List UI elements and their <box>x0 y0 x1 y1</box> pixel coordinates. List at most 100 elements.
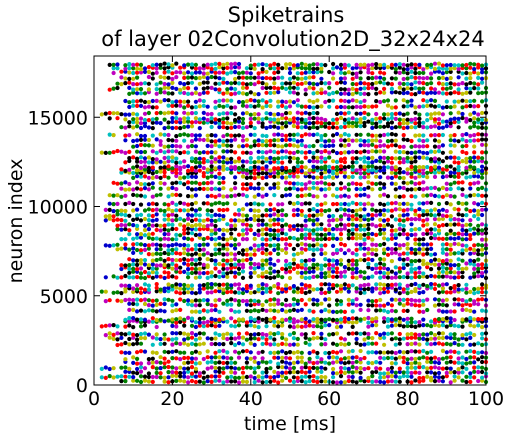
spike-point <box>205 290 210 295</box>
spike-point <box>221 120 226 125</box>
spike-point <box>319 243 324 248</box>
spike-point <box>358 150 363 155</box>
spike-point <box>209 365 214 370</box>
spike-point <box>448 214 453 219</box>
spike-point <box>166 350 171 355</box>
spike-point <box>405 335 410 341</box>
spike-point <box>448 247 453 252</box>
spike-point <box>260 286 265 291</box>
spike-point <box>209 213 214 219</box>
spike-point <box>276 112 281 117</box>
spike-point <box>334 283 340 288</box>
spike-point <box>319 331 324 336</box>
spike-point <box>127 104 132 110</box>
spike-point <box>115 193 120 198</box>
spike-point <box>162 236 167 241</box>
spike-point <box>268 266 273 271</box>
spike-point <box>142 287 148 292</box>
spike-point <box>413 75 418 80</box>
spike-point <box>448 170 453 175</box>
spike-point <box>358 331 363 336</box>
spike-point <box>162 144 167 149</box>
spike-point <box>150 275 155 280</box>
spike-point <box>468 315 473 321</box>
spike-point <box>264 82 269 87</box>
spike-point <box>244 137 249 142</box>
spike-point <box>342 87 347 92</box>
spike-point <box>142 374 148 379</box>
spike-point <box>103 299 108 304</box>
spike-point <box>236 380 242 385</box>
spike-point <box>397 275 402 280</box>
spike-point <box>213 81 218 86</box>
spike-point <box>205 257 210 262</box>
spike-point <box>248 201 253 207</box>
spike-point <box>280 317 285 322</box>
spike-point <box>409 150 414 155</box>
spike-point <box>464 194 469 199</box>
spike-point <box>346 164 351 169</box>
spike-point <box>370 317 375 322</box>
spike-point <box>209 133 214 138</box>
spike-point <box>311 378 316 384</box>
spike-point <box>178 171 183 176</box>
spike-point <box>287 269 293 274</box>
spike-point <box>401 150 406 155</box>
spike-point <box>378 242 383 248</box>
spike-point <box>468 261 473 266</box>
spike-point <box>209 228 214 233</box>
spike-point <box>397 62 402 67</box>
spike-point <box>468 222 473 227</box>
spike-point <box>217 247 222 252</box>
spike-point <box>197 303 202 308</box>
spike-point <box>346 208 351 213</box>
spike-point <box>319 116 324 121</box>
spike-point <box>366 335 371 340</box>
spike-point <box>240 317 246 322</box>
spike-point <box>189 316 195 321</box>
spike-point <box>213 303 218 308</box>
spike-point <box>221 180 226 185</box>
spike-point <box>323 208 328 214</box>
spike-point <box>189 156 195 161</box>
spike-point <box>193 187 198 192</box>
spike-point <box>436 231 442 236</box>
spike-point <box>170 226 175 232</box>
spike-point <box>417 207 422 212</box>
spike-point <box>382 65 387 70</box>
spike-point <box>178 87 183 92</box>
spike-point <box>299 138 304 143</box>
spike-point <box>221 62 226 67</box>
spike-point <box>378 379 383 384</box>
spike-point <box>382 335 387 340</box>
spike-point <box>425 374 430 379</box>
spike-point <box>354 87 359 92</box>
spike-point <box>393 132 398 137</box>
spike-point <box>233 212 238 217</box>
spike-point <box>193 320 198 325</box>
spike-point <box>444 174 449 179</box>
spike-point <box>115 290 120 295</box>
spike-point <box>170 103 175 108</box>
spike-point <box>452 155 457 160</box>
spike-point <box>131 360 136 365</box>
spike-point <box>464 299 469 304</box>
spike-point <box>272 308 277 313</box>
spike-point <box>209 274 214 279</box>
spike-point <box>315 355 320 360</box>
spike-point <box>405 262 410 267</box>
spike-point <box>307 359 312 364</box>
spike-point <box>476 302 481 307</box>
spike-point <box>417 104 422 109</box>
spike-point <box>103 275 108 280</box>
spike-point <box>436 308 442 313</box>
spike-point <box>338 317 344 322</box>
spike-point <box>444 222 449 227</box>
spike-point <box>472 155 477 160</box>
spike-point <box>405 283 410 288</box>
spike-point <box>299 168 304 173</box>
spike-point <box>378 70 383 75</box>
spike-point <box>334 325 340 330</box>
spike-point <box>150 71 155 76</box>
spike-point <box>119 379 124 384</box>
